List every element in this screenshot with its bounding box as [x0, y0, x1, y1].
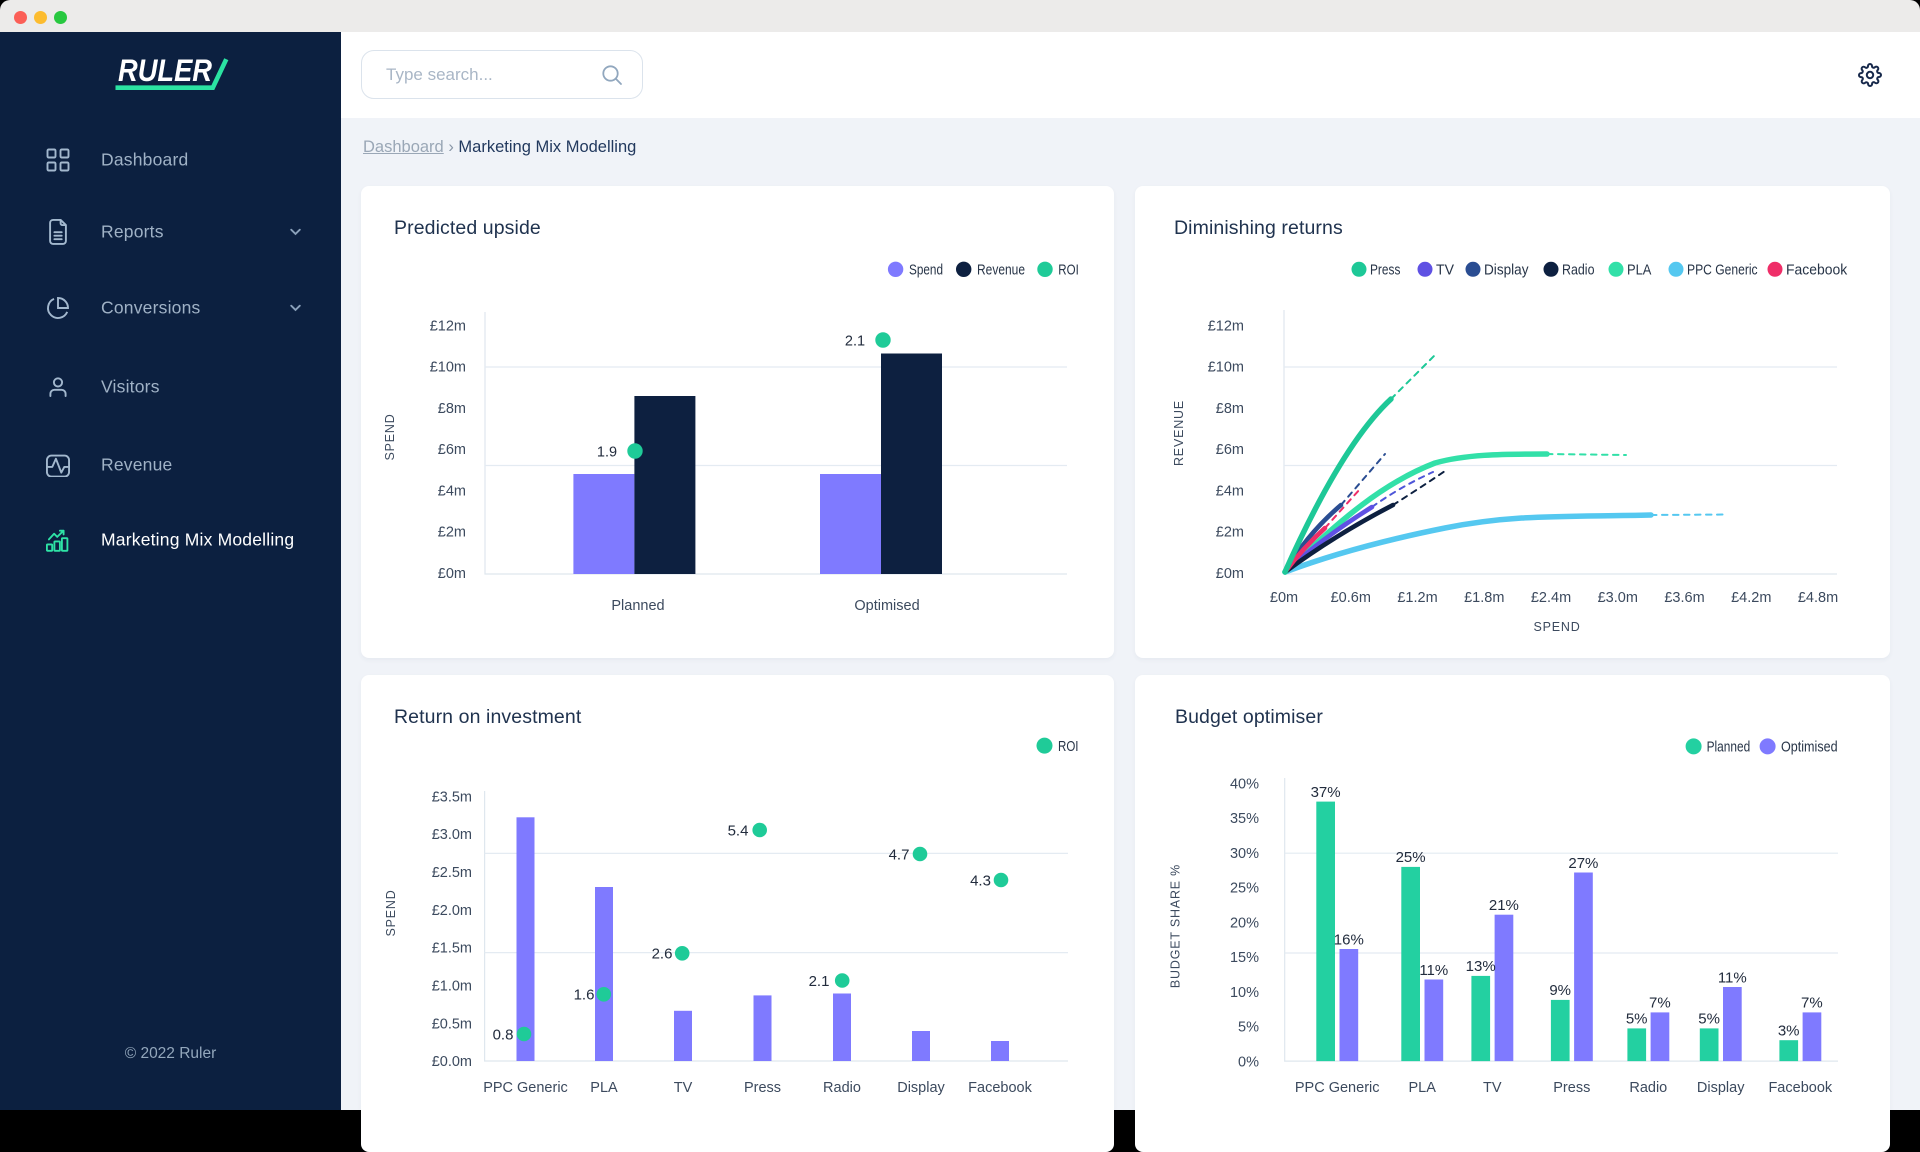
- svg-text:Radio: Radio: [1562, 262, 1595, 279]
- svg-text:£4.2m: £4.2m: [1731, 590, 1771, 606]
- svg-text:Press: Press: [1370, 262, 1400, 279]
- svg-text:£2m: £2m: [438, 525, 466, 541]
- svg-text:5.4: 5.4: [728, 822, 749, 839]
- svg-text:£1.0m: £1.0m: [432, 979, 472, 995]
- svg-text:£10m: £10m: [1208, 360, 1244, 376]
- svg-text:0.8: 0.8: [493, 1026, 514, 1043]
- svg-text:REVENUE: REVENUE: [1172, 400, 1186, 466]
- svg-text:4.3: 4.3: [970, 872, 991, 889]
- svg-text:Facebook: Facebook: [1786, 262, 1848, 279]
- svg-text:TV: TV: [1436, 262, 1454, 279]
- svg-text:Press: Press: [744, 1080, 781, 1096]
- svg-text:£2.4m: £2.4m: [1531, 590, 1571, 606]
- svg-text:35%: 35%: [1230, 811, 1259, 827]
- svg-text:£3.0m: £3.0m: [432, 827, 472, 843]
- svg-text:TV: TV: [1483, 1080, 1502, 1096]
- svg-text:4.7: 4.7: [889, 846, 910, 863]
- svg-text:20%: 20%: [1230, 915, 1259, 931]
- svg-text:£2.5m: £2.5m: [432, 865, 472, 881]
- svg-text:2.1: 2.1: [845, 333, 865, 349]
- svg-text:Revenue: Revenue: [977, 262, 1025, 279]
- svg-text:Facebook: Facebook: [968, 1080, 1032, 1096]
- svg-text:Spend: Spend: [909, 262, 943, 279]
- svg-text:Planned: Planned: [1707, 739, 1751, 756]
- svg-text:ROI: ROI: [1058, 738, 1079, 755]
- svg-text:£3.6m: £3.6m: [1664, 590, 1704, 606]
- svg-text:11%: 11%: [1419, 962, 1448, 979]
- svg-text:£0.0m: £0.0m: [432, 1054, 472, 1070]
- svg-text:7%: 7%: [1801, 995, 1823, 1012]
- svg-text:TV: TV: [674, 1080, 693, 1096]
- svg-text:11%: 11%: [1718, 969, 1747, 986]
- svg-text:£0m: £0m: [1270, 590, 1298, 606]
- svg-text:Optimised: Optimised: [854, 598, 919, 614]
- svg-text:40%: 40%: [1230, 776, 1259, 792]
- svg-text:SPEND: SPEND: [1533, 620, 1580, 634]
- svg-text:BUDGET SHARE %: BUDGET SHARE %: [1169, 864, 1183, 988]
- svg-text:Press: Press: [1553, 1080, 1590, 1096]
- svg-text:ROI: ROI: [1058, 262, 1079, 279]
- svg-text:Display: Display: [897, 1080, 945, 1096]
- svg-text:25%: 25%: [1396, 849, 1426, 866]
- svg-text:£1.8m: £1.8m: [1464, 590, 1504, 606]
- svg-text:5%: 5%: [1698, 1011, 1720, 1028]
- svg-text:£3.0m: £3.0m: [1598, 590, 1638, 606]
- svg-text:7%: 7%: [1649, 995, 1671, 1012]
- svg-text:2.6: 2.6: [652, 946, 673, 963]
- svg-text:1.6: 1.6: [574, 987, 595, 1004]
- svg-text:£2.0m: £2.0m: [432, 903, 472, 919]
- svg-text:9%: 9%: [1549, 982, 1571, 999]
- svg-text:£8m: £8m: [438, 401, 466, 417]
- svg-text:13%: 13%: [1466, 958, 1496, 975]
- svg-text:27%: 27%: [1568, 855, 1598, 872]
- svg-text:Optimised: Optimised: [1781, 739, 1838, 756]
- svg-text:30%: 30%: [1230, 846, 1259, 862]
- svg-text:2.1: 2.1: [809, 973, 830, 990]
- svg-text:£12m: £12m: [1208, 318, 1244, 334]
- svg-text:Radio: Radio: [1629, 1080, 1667, 1096]
- svg-text:Facebook: Facebook: [1768, 1080, 1832, 1096]
- svg-text:PLA: PLA: [590, 1080, 618, 1096]
- svg-text:£0m: £0m: [438, 566, 466, 582]
- svg-text:RULER: RULER: [118, 52, 212, 88]
- svg-text:£3.5m: £3.5m: [432, 789, 472, 805]
- svg-text:5%: 5%: [1238, 1020, 1259, 1036]
- svg-text:16%: 16%: [1334, 931, 1364, 948]
- svg-text:Planned: Planned: [611, 598, 664, 614]
- svg-text:£6m: £6m: [438, 442, 466, 458]
- svg-text:PLA: PLA: [1408, 1080, 1436, 1096]
- svg-text:PPC Generic: PPC Generic: [1687, 262, 1758, 279]
- svg-text:0%: 0%: [1238, 1054, 1259, 1070]
- svg-text:10%: 10%: [1230, 985, 1259, 1001]
- svg-text:£4.8m: £4.8m: [1798, 590, 1838, 606]
- svg-text:£8m: £8m: [1216, 401, 1244, 417]
- svg-text:£4m: £4m: [1216, 483, 1244, 499]
- svg-text:25%: 25%: [1230, 881, 1259, 897]
- svg-text:PLA: PLA: [1627, 262, 1651, 279]
- svg-text:£0.5m: £0.5m: [432, 1016, 472, 1032]
- svg-text:Radio: Radio: [823, 1080, 861, 1096]
- svg-text:£6m: £6m: [1216, 442, 1244, 458]
- svg-text:5%: 5%: [1626, 1011, 1648, 1028]
- svg-text:PPC Generic: PPC Generic: [1295, 1080, 1380, 1096]
- svg-text:21%: 21%: [1489, 897, 1519, 914]
- svg-text:£0m: £0m: [1216, 566, 1244, 582]
- svg-text:£10m: £10m: [430, 360, 466, 376]
- svg-text:£12m: £12m: [430, 318, 466, 334]
- svg-text:£0.6m: £0.6m: [1331, 590, 1371, 606]
- svg-text:Display: Display: [1484, 262, 1529, 279]
- svg-text:1.9: 1.9: [597, 444, 617, 460]
- svg-text:£4m: £4m: [438, 483, 466, 499]
- svg-text:Display: Display: [1697, 1080, 1745, 1096]
- svg-text:15%: 15%: [1230, 950, 1259, 966]
- svg-text:SPEND: SPEND: [383, 413, 397, 460]
- svg-text:£1.2m: £1.2m: [1397, 590, 1437, 606]
- svg-text:SPEND: SPEND: [384, 889, 398, 936]
- svg-text:PPC Generic: PPC Generic: [483, 1080, 568, 1096]
- svg-text:3%: 3%: [1778, 1023, 1800, 1040]
- svg-text:37%: 37%: [1311, 784, 1341, 801]
- svg-text:£1.5m: £1.5m: [432, 941, 472, 957]
- svg-text:£2m: £2m: [1216, 525, 1244, 541]
